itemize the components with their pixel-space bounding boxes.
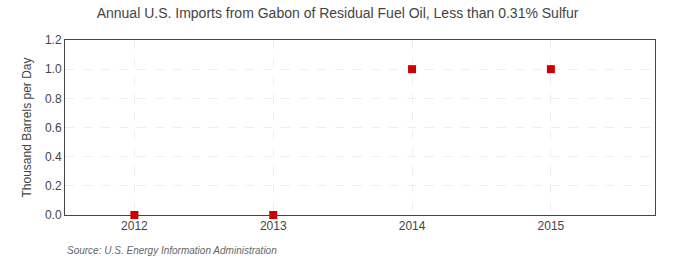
svg-text:0.8: 0.8 (45, 92, 62, 106)
svg-text:Annual U.S. Imports from Gabon: Annual U.S. Imports from Gabon of Residu… (97, 5, 579, 21)
svg-text:2014: 2014 (399, 219, 426, 233)
svg-text:2012: 2012 (121, 219, 148, 233)
svg-text:0.6: 0.6 (45, 121, 62, 135)
svg-text:2015: 2015 (538, 219, 565, 233)
svg-text:Thousand Barrels per Day: Thousand Barrels per Day (20, 57, 34, 197)
svg-text:1.0: 1.0 (45, 62, 62, 76)
svg-text:Source: U.S. Energy Informatio: Source: U.S. Energy Information Administ… (67, 245, 277, 256)
svg-text:0.4: 0.4 (45, 150, 62, 164)
svg-text:2013: 2013 (260, 219, 287, 233)
svg-text:1.2: 1.2 (45, 33, 62, 47)
svg-text:0.2: 0.2 (45, 179, 62, 193)
svg-text:0.0: 0.0 (45, 208, 62, 222)
